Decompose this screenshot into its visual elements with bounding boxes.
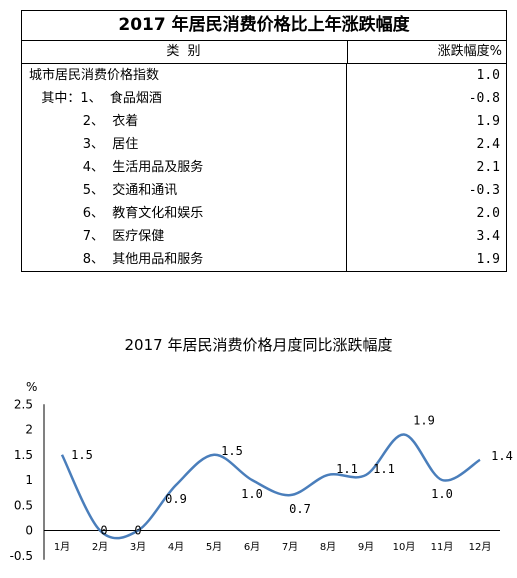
table-row: 7、 医疗保健 3.4: [22, 225, 506, 248]
data-label: 1.5: [71, 448, 93, 462]
data-label: 1.1: [336, 462, 358, 476]
table-body: 城市居民消费价格指数 1.0 其中：1、 食品烟酒 -0.8 2、 衣着 1.9 3、…: [22, 64, 506, 271]
y-tick-label: 2.5: [14, 397, 33, 411]
row-category: 7、 医疗保健: [22, 225, 347, 248]
data-label: 1.0: [241, 487, 263, 501]
header-category: 类 别: [22, 41, 348, 63]
x-tick-label: 9月: [358, 541, 374, 553]
row-value: -0.8: [468, 91, 500, 106]
table-row: 3、 居住 2.4: [22, 133, 506, 156]
table-row: 6、 教育文化和娱乐 2.0: [22, 202, 506, 225]
x-tick-label: 11月: [431, 541, 454, 553]
table-header: 类 别 涨跌幅度%: [22, 41, 506, 64]
data-label: 0: [100, 524, 107, 538]
data-label: 1.4: [491, 449, 513, 463]
row-value: -0.3: [468, 183, 500, 198]
y-tick-label: 1: [25, 473, 33, 487]
row-category: 3、 居住: [22, 133, 347, 156]
row-category: 4、 生活用品及服务: [22, 156, 347, 179]
y-axis-unit: %: [26, 380, 37, 394]
series-line: [60, 433, 481, 540]
row-category: 其中：1、 食品烟酒: [22, 87, 347, 110]
table-row: 5、 交通和通讯 -0.3: [22, 179, 506, 202]
x-tick-label: 10月: [393, 541, 416, 553]
row-category: 8、 其他用品和服务: [22, 248, 347, 271]
row-value: 1.0: [476, 68, 500, 83]
table-row: 8、 其他用品和服务 1.9: [22, 248, 506, 271]
data-label: 1.0: [431, 487, 453, 501]
x-tick-label: 4月: [168, 541, 184, 553]
row-category: 城市居民消费价格指数: [22, 64, 347, 87]
x-tick-label: 12月: [469, 541, 492, 553]
data-label: 1.9: [413, 414, 435, 428]
data-label: 0.7: [289, 502, 311, 516]
x-tick-label: 1月: [54, 541, 70, 553]
table-row: 其中：1、 食品烟酒 -0.8: [22, 87, 506, 110]
header-value: 涨跌幅度%: [437, 44, 502, 59]
y-tick-label: 1.5: [14, 448, 33, 462]
data-label: 0.9: [165, 492, 187, 506]
row-value: 1.9: [476, 114, 500, 129]
table-title: 2017 年居民消费价格比上年涨跌幅度: [22, 11, 506, 41]
row-value: 3.4: [476, 229, 500, 244]
y-tick-label: 0: [25, 524, 33, 538]
x-tick-label: 8月: [320, 541, 336, 553]
x-tick-label: 3月: [130, 541, 146, 553]
x-tick-label: 7月: [282, 541, 298, 553]
row-category: 2、 衣着: [22, 110, 347, 133]
monthly-cpi-line-chart: % 2.5 2 1.5 1 0.5 0 -0.5 1月 2月 3月 4月 5月 6月 7月 8月 9月 10月 11…: [10, 380, 513, 563]
x-tick-label: 2月: [92, 541, 108, 553]
row-value: 1.9: [476, 252, 500, 267]
row-category: 5、 交通和通讯: [22, 179, 347, 202]
table-row: 城市居民消费价格指数 1.0: [22, 64, 506, 87]
table-row: 4、 生活用品及服务 2.1: [22, 156, 506, 179]
row-value: 2.0: [476, 206, 500, 221]
data-label: 1.1: [373, 462, 395, 476]
row-category: 6、 教育文化和娱乐: [22, 202, 347, 225]
row-value: 2.4: [476, 137, 500, 152]
data-label: 0: [134, 524, 141, 538]
x-tick-label: 6月: [244, 541, 260, 553]
table-row: 2、 衣着 1.9: [22, 110, 506, 133]
data-label: 1.5: [221, 444, 243, 458]
row-value: 2.1: [476, 160, 500, 175]
chart-title: 2017 年居民消费价格月度同比涨跌幅度: [124, 336, 393, 354]
y-tick-label: 0.5: [14, 498, 33, 512]
cpi-annual-table: 2017 年居民消费价格比上年涨跌幅度 类 别 涨跌幅度% 城市居民消费价格指数…: [21, 10, 507, 272]
y-tick-label: -0.5: [10, 549, 33, 563]
y-tick-label: 2: [25, 423, 33, 437]
x-tick-label: 5月: [206, 541, 222, 553]
